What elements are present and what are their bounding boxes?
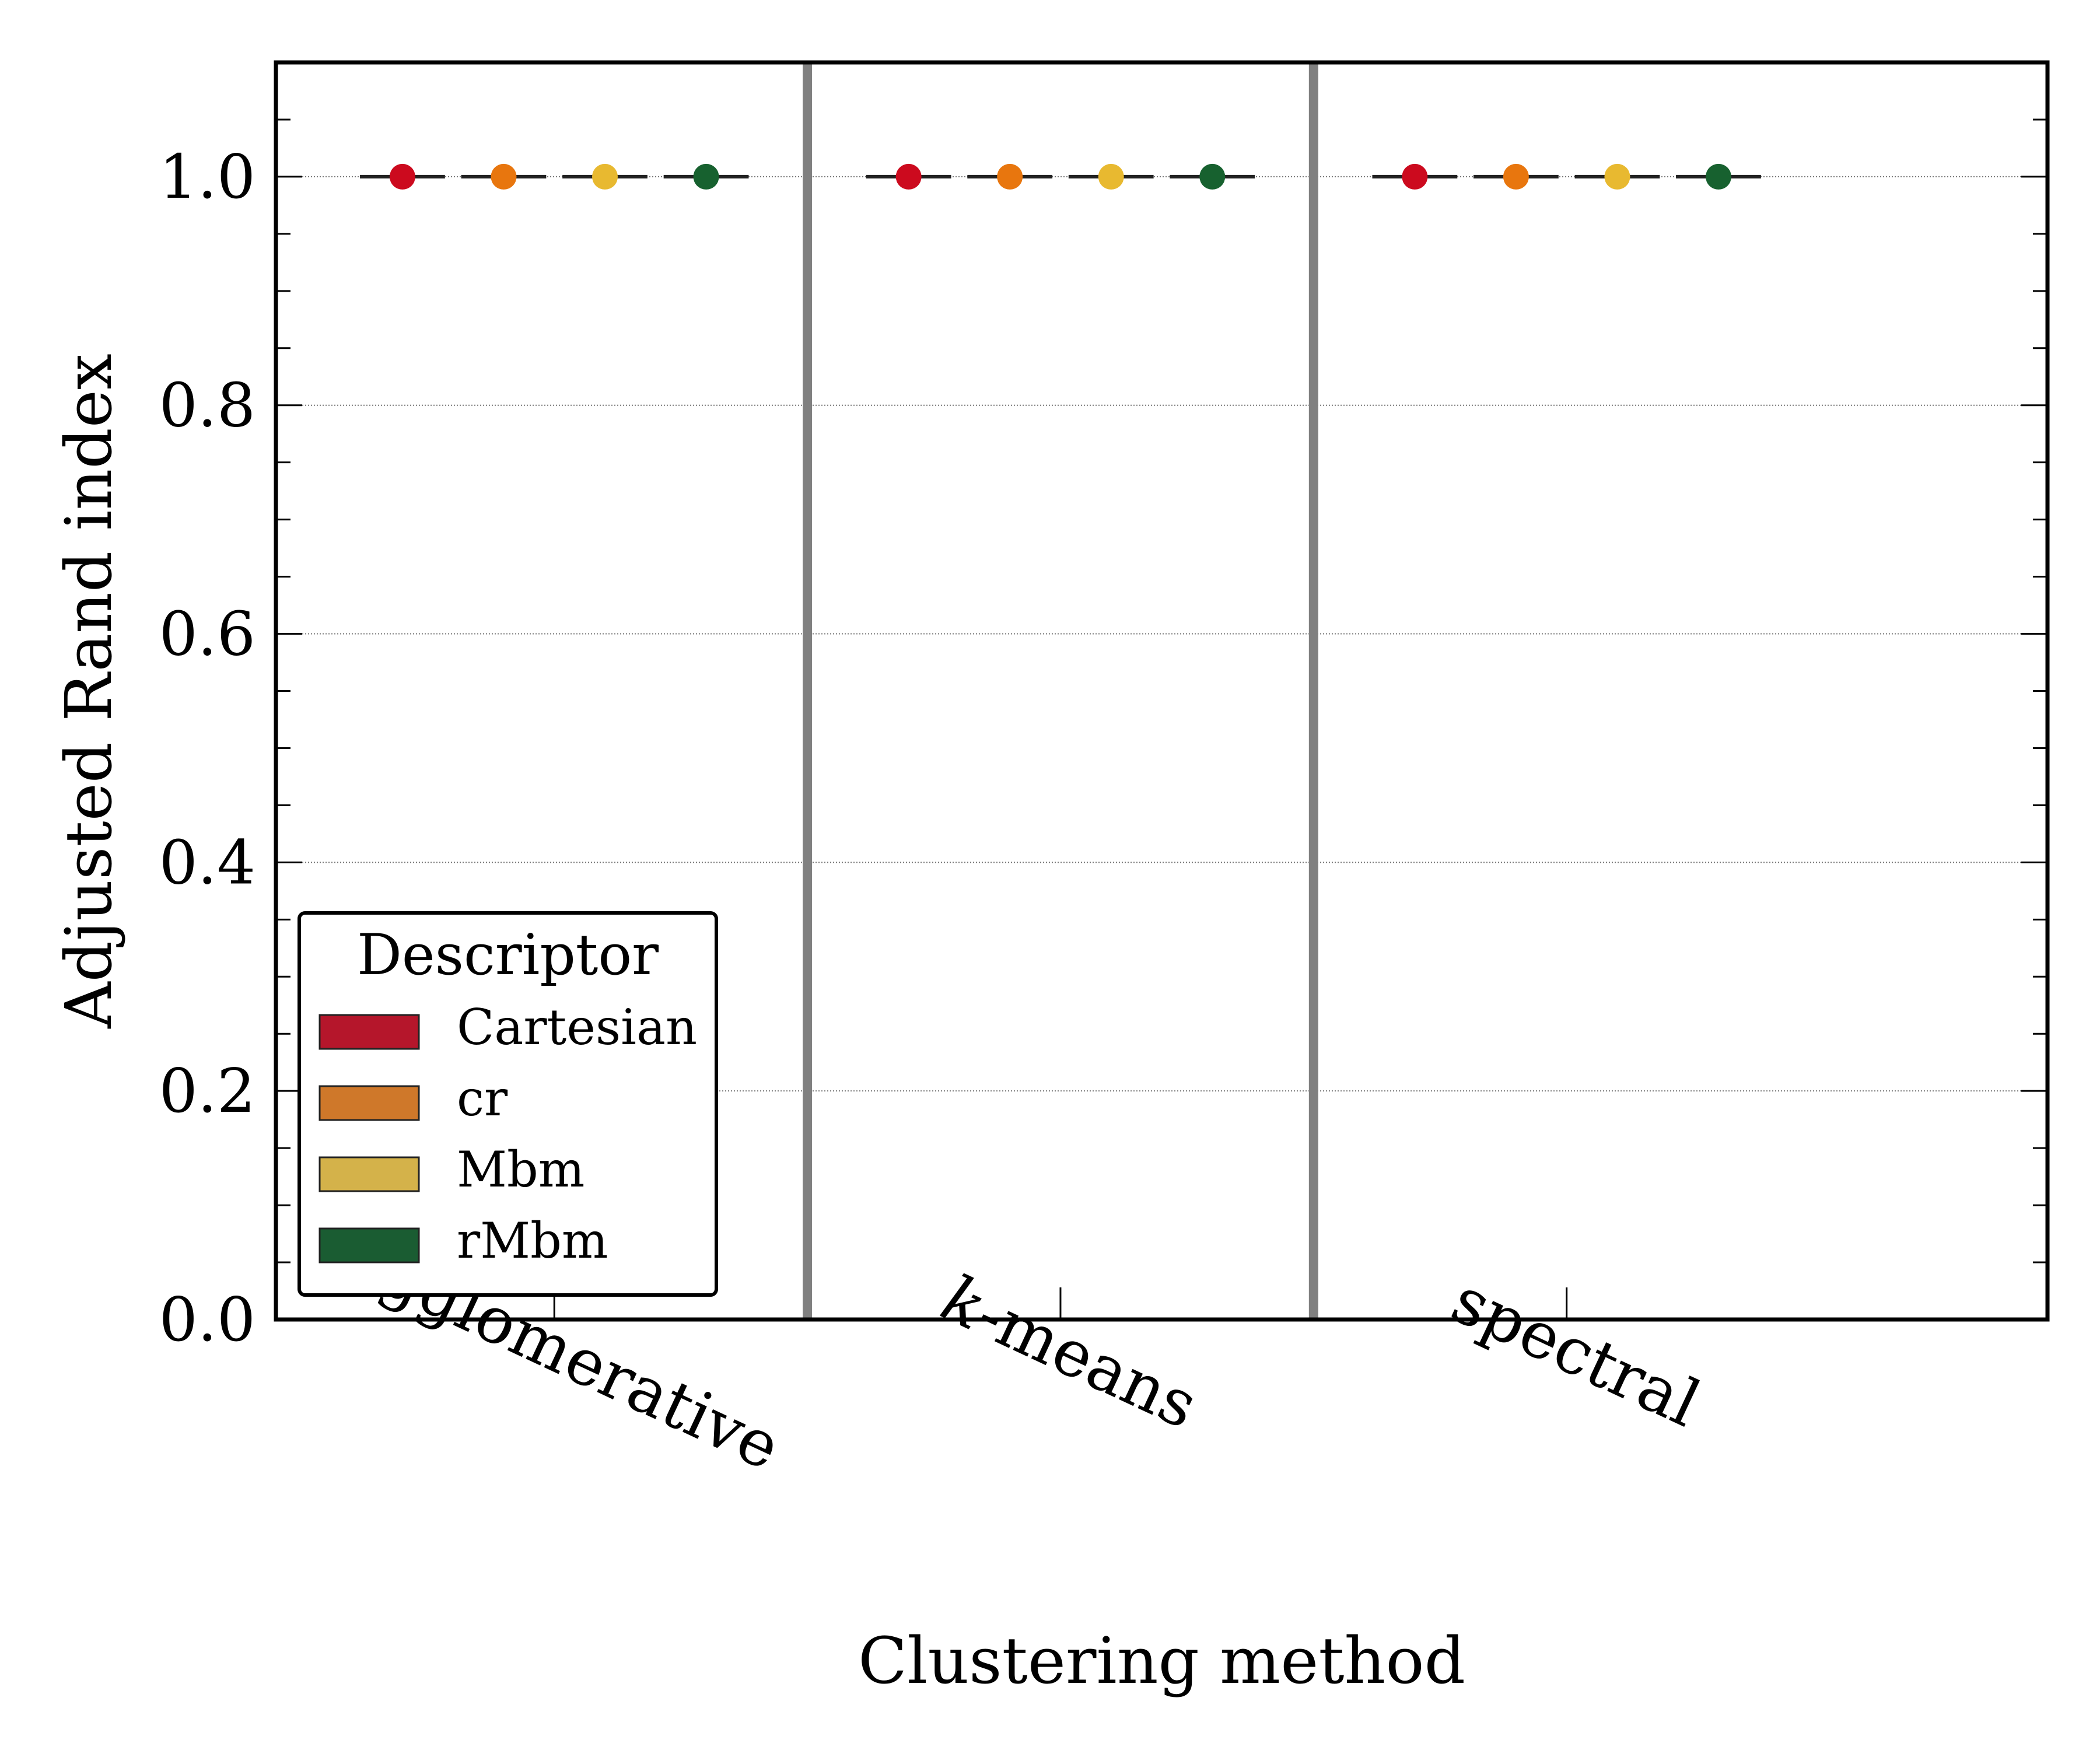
point-cartesian — [895, 163, 922, 190]
legend-box — [298, 911, 718, 1297]
legend-label: Cartesian — [457, 999, 697, 1056]
point-cr — [491, 163, 517, 190]
x-tick-label: k-means — [931, 1261, 1209, 1443]
legend-label: rMbm — [457, 1212, 608, 1269]
point-cartesian — [1402, 163, 1428, 190]
legend-swatch — [318, 1014, 420, 1050]
legend-swatch — [318, 1085, 420, 1121]
point-cr — [1503, 163, 1529, 190]
y-axis: 0.0 0.2 0.4 0.6 0.8 1.0 — [159, 61, 2048, 1355]
data-layer — [360, 163, 1761, 190]
legend: Descriptor Cartesian cr Mbm rMbm — [298, 911, 718, 1297]
y-axis-label: Adjusted Rand index — [51, 354, 126, 1029]
point-cr — [997, 163, 1023, 190]
point-mbm — [1604, 163, 1630, 190]
y-tick-label: 0.2 — [159, 1055, 256, 1126]
point-mbm — [592, 163, 618, 190]
y-tick-label: 0.4 — [159, 827, 256, 898]
point-cartesian — [389, 163, 415, 190]
legend-swatch — [318, 1227, 420, 1264]
category-separators — [803, 62, 1318, 1320]
y-tick-label: 0.0 — [159, 1284, 256, 1355]
point-rmbm — [1705, 163, 1731, 190]
legend-title: Descriptor — [357, 922, 659, 988]
point-rmbm — [693, 163, 719, 190]
point-mbm — [1098, 163, 1124, 190]
legend-label: Mbm — [457, 1141, 584, 1198]
point-rmbm — [1199, 163, 1226, 190]
x-tick-label: spectral — [1441, 1262, 1711, 1441]
legend-items: Cartesian cr Mbm rMbm — [318, 999, 697, 1269]
y-tick-label: 1.0 — [159, 141, 256, 212]
y-tick-label: 0.6 — [159, 598, 256, 670]
y-tick-label: 0.8 — [159, 370, 256, 441]
legend-swatch — [318, 1156, 420, 1192]
legend-label: cr — [457, 1070, 508, 1127]
x-axis-label: Clustering method — [858, 1623, 1465, 1698]
